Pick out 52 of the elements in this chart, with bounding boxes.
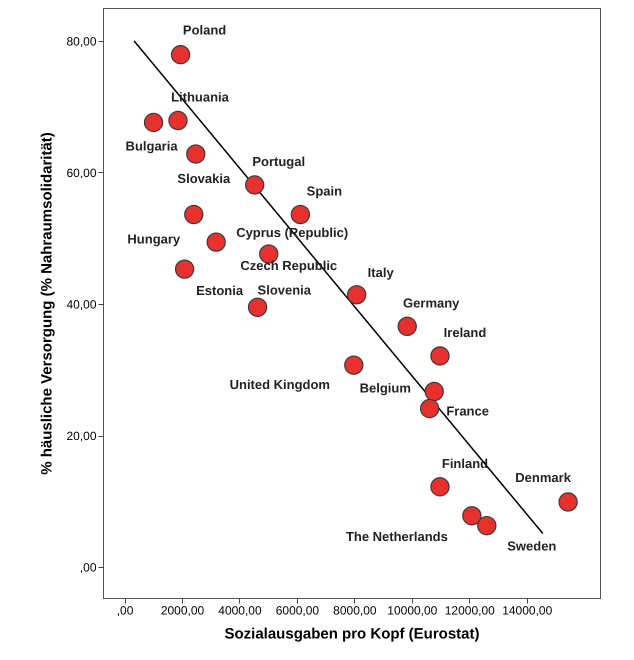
data-label: France [446, 404, 489, 419]
data-label: Bulgaria [126, 138, 178, 154]
point [174, 259, 194, 279]
point [430, 477, 450, 497]
point [430, 346, 450, 366]
point [420, 398, 440, 418]
x-tick-label: 2000,00 [160, 604, 205, 618]
y-tick-label: 80,00 [66, 34, 97, 48]
data-label: Slovakia [177, 171, 231, 186]
point [424, 382, 444, 402]
point [462, 506, 482, 526]
x-tick-label: 6000,00 [276, 604, 320, 618]
data-label: Italy [368, 264, 394, 280]
y-tick-label: 60,00 [66, 166, 97, 180]
point [170, 45, 190, 64]
x-tick-label: 12000,00 [444, 604, 496, 618]
point [206, 232, 226, 252]
x-tick-label: ,00 [116, 604, 134, 618]
point [344, 355, 364, 375]
data-label: Sweden [507, 538, 556, 554]
data-label: United Kingdom [230, 377, 330, 392]
point [290, 204, 310, 224]
point [245, 175, 264, 195]
data-label: Poland [182, 22, 226, 38]
data-label: Ireland [444, 324, 486, 340]
data-label: Spain [306, 184, 342, 199]
x-tick-label: 14000,00 [502, 604, 553, 618]
data-label: Germany [403, 295, 460, 310]
data-label: Estonia [196, 283, 244, 298]
x-tick-label: 4000,00 [218, 604, 262, 618]
point [184, 204, 204, 224]
data-label: Belgium [360, 380, 411, 396]
data-label: Slovenia [258, 282, 312, 298]
point [477, 516, 496, 536]
y-tick-label: 20,00 [66, 429, 97, 444]
x-tick-label: 10000,00 [387, 604, 438, 618]
data-label: Denmark [515, 470, 572, 485]
data-label: Hungary [127, 232, 181, 247]
y-tick-label: ,00 [80, 560, 97, 575]
point [186, 144, 206, 164]
x-tick-label: 8000,00 [333, 604, 377, 618]
point [248, 298, 268, 317]
point [398, 316, 417, 336]
point [346, 285, 366, 304]
y-tick-label: 40,00 [66, 297, 97, 312]
data-label: The Netherlands [346, 528, 448, 544]
data-label: Portugal [252, 154, 306, 169]
point [168, 110, 188, 130]
point [144, 112, 164, 132]
x-axis-title: Sozialausgaben pro Kopf (Eurostat) [224, 626, 480, 642]
point [558, 492, 578, 512]
y-axis-title: % häusliche Versorgung (% Nahraumsolidarität) [38, 132, 56, 475]
